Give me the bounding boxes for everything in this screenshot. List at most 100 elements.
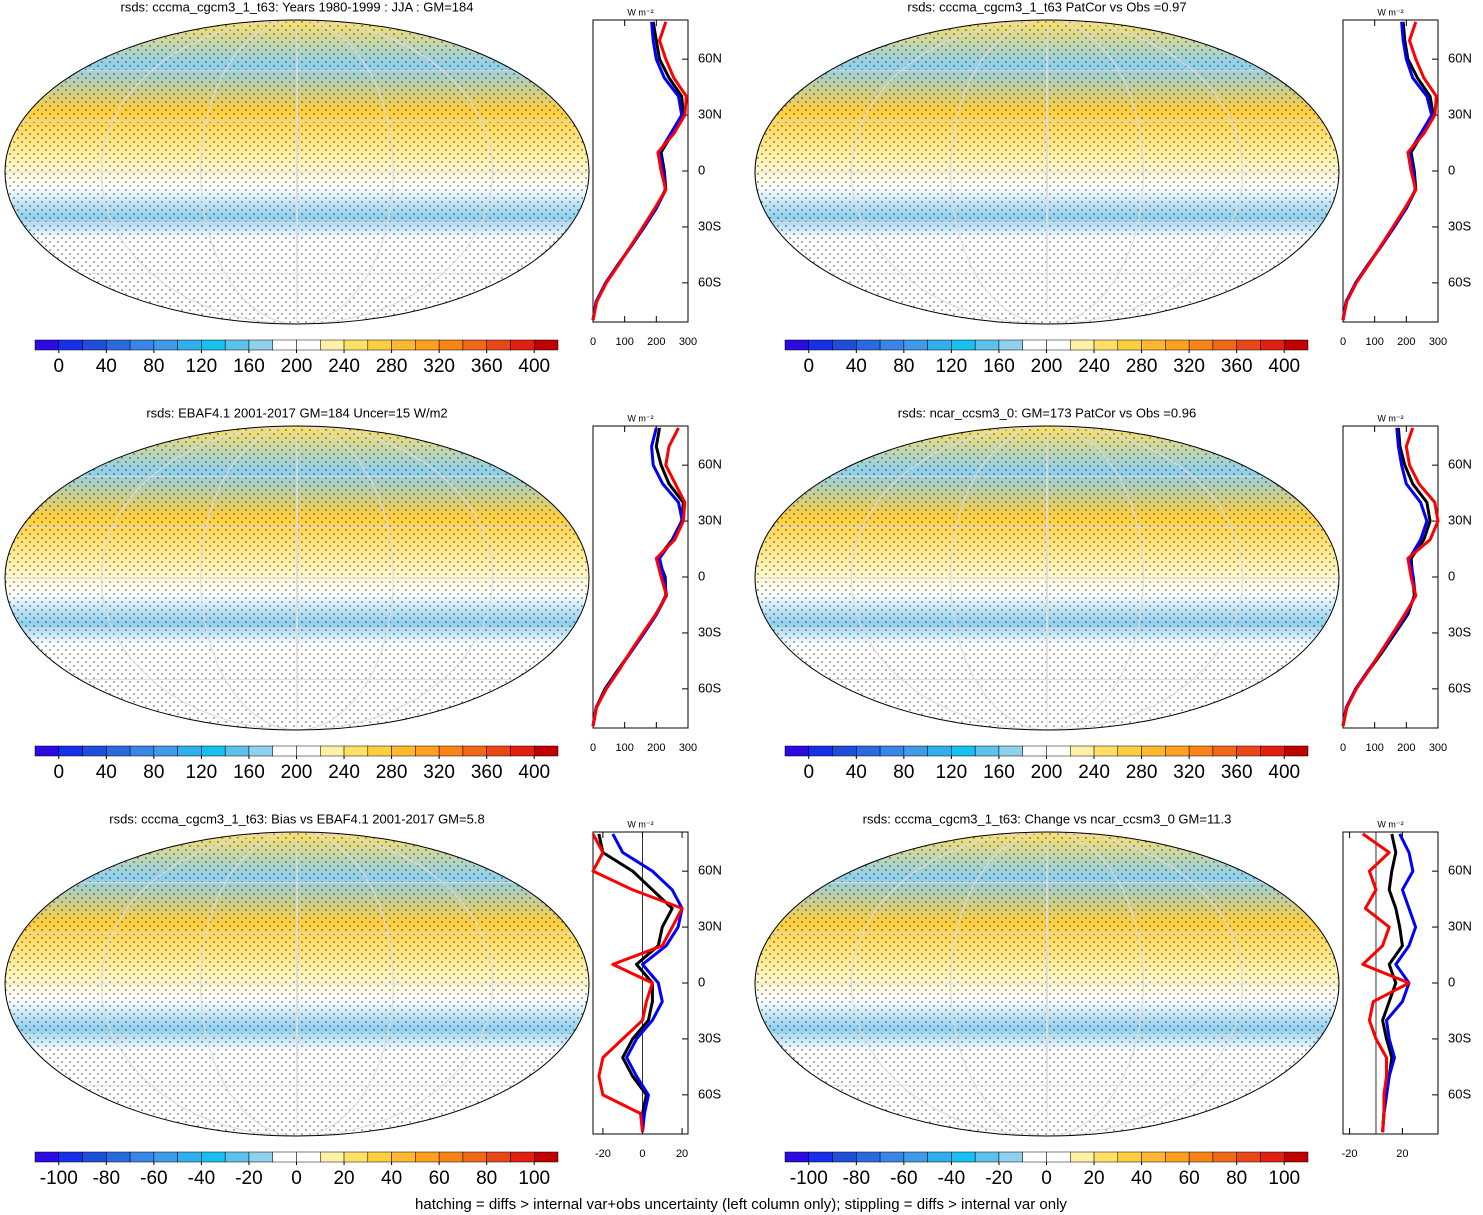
y-tick-label: 60S — [698, 1086, 721, 1101]
colorbar-label: 120 — [936, 356, 968, 377]
profile-line — [591, 427, 687, 727]
y-tick-label: 60S — [1448, 274, 1471, 289]
colorbar-box — [1212, 1151, 1237, 1163]
colorbar-box — [1260, 1151, 1285, 1163]
x-tick-label: 300 — [1429, 336, 1447, 348]
colorbar-label: 240 — [328, 762, 360, 783]
colorbar-box — [272, 745, 297, 757]
colorbar-label: 40 — [1131, 1168, 1152, 1189]
y-tick-label: 60N — [1448, 51, 1472, 66]
colorbar-label: 200 — [1031, 356, 1063, 377]
colorbar-box — [153, 1151, 178, 1163]
colorbar-box — [367, 745, 392, 757]
colorbar-box — [34, 339, 60, 351]
colorbar-box — [1236, 745, 1261, 757]
panel-title: rsds: ncar_ccsm3_0: GM=173 PatCor vs Obs… — [898, 405, 1196, 420]
colorbar-box — [201, 745, 226, 757]
colorbar-label: 360 — [471, 356, 503, 377]
x-tick-label: 300 — [679, 742, 697, 754]
colorbar-box — [808, 339, 833, 351]
colorbar-box — [1141, 1151, 1166, 1163]
colorbar-box — [1165, 339, 1190, 351]
map-border — [754, 425, 1340, 731]
colorbar-box — [533, 1151, 559, 1163]
colorbar-label: 240 — [1078, 762, 1110, 783]
colorbar-label: 160 — [233, 762, 265, 783]
colorbar-label: 80 — [143, 356, 164, 377]
y-tick-label: 0 — [698, 568, 705, 583]
profile-frame — [592, 19, 689, 323]
colorbar-box — [510, 745, 535, 757]
x-tick-label: 0 — [1340, 336, 1346, 348]
colorbar-label: 320 — [423, 762, 455, 783]
colorbar-box — [153, 339, 178, 351]
colorbar-box — [58, 1151, 83, 1163]
colorbar-box — [879, 339, 905, 351]
colorbar-box — [974, 1151, 1000, 1163]
colorbar-box — [879, 745, 905, 757]
colorbar-box — [438, 1151, 464, 1163]
map-border — [4, 831, 590, 1137]
y-tick-label: 30N — [698, 919, 722, 934]
x-tick-label: 200 — [647, 336, 665, 348]
y-tick-label: 30N — [1448, 513, 1472, 528]
colorbar-box — [832, 339, 857, 351]
colorbar-label: 0 — [803, 762, 814, 783]
colorbar-box — [367, 339, 392, 351]
colorbar-box — [784, 745, 810, 757]
colorbar-box — [856, 339, 881, 351]
colorbar-box — [951, 745, 976, 757]
y-tick-label: 30N — [1448, 107, 1472, 122]
units-label: W m⁻² — [627, 819, 653, 829]
colorbar-label: 400 — [1268, 762, 1300, 783]
profile-frame — [592, 425, 689, 729]
colorbar-box — [201, 339, 226, 351]
units-label: W m⁻² — [1377, 819, 1403, 829]
colorbar-box — [1236, 1151, 1261, 1163]
colorbar-label: -100 — [40, 1168, 78, 1189]
x-tick-label: 100 — [1365, 336, 1383, 348]
colorbar-label: 40 — [846, 762, 867, 783]
colorbar-box — [1141, 339, 1166, 351]
colorbar-box — [58, 339, 83, 351]
colorbar-box — [224, 1151, 250, 1163]
colorbar-box — [272, 1151, 297, 1163]
colorbar-box — [927, 745, 952, 757]
map-border — [4, 19, 590, 325]
colorbar-box — [974, 339, 1000, 351]
colorbar-label: 60 — [429, 1168, 450, 1189]
panel-title: rsds: cccma_cgcm3_1_t63: Years 1980-1999… — [120, 0, 473, 14]
colorbar-box — [1141, 745, 1166, 757]
y-tick-label: 0 — [1448, 162, 1455, 177]
map-border — [754, 19, 1340, 325]
colorbar-box — [462, 1151, 487, 1163]
colorbar-box — [391, 745, 416, 757]
y-tick-label: 60N — [698, 863, 722, 878]
colorbar-box — [927, 1151, 952, 1163]
y-tick-label: 30S — [698, 218, 721, 233]
y-tick-label: 60S — [698, 274, 721, 289]
colorbar-box — [1022, 339, 1047, 351]
x-tick-label: 20 — [676, 1148, 688, 1160]
colorbar-label: 400 — [518, 356, 550, 377]
colorbar-label: 400 — [518, 762, 550, 783]
colorbar-box — [34, 745, 60, 757]
colorbar-box — [177, 339, 202, 351]
colorbar-label: 80 — [476, 1168, 497, 1189]
colorbar-box — [391, 1151, 416, 1163]
colorbar-box — [1046, 745, 1071, 757]
profile-line — [611, 833, 684, 1133]
colorbar-box — [1093, 1151, 1119, 1163]
colorbar-box — [224, 745, 250, 757]
colorbar-box — [82, 339, 107, 351]
colorbar-label: -100 — [790, 1168, 828, 1189]
colorbar-box — [272, 339, 297, 351]
colorbar-box — [808, 1151, 833, 1163]
colorbar-box — [1236, 339, 1261, 351]
colorbar-box — [998, 339, 1023, 351]
x-tick-label: 0 — [590, 336, 596, 348]
y-tick-label: 30S — [1448, 1030, 1471, 1045]
colorbar-box — [784, 339, 810, 351]
